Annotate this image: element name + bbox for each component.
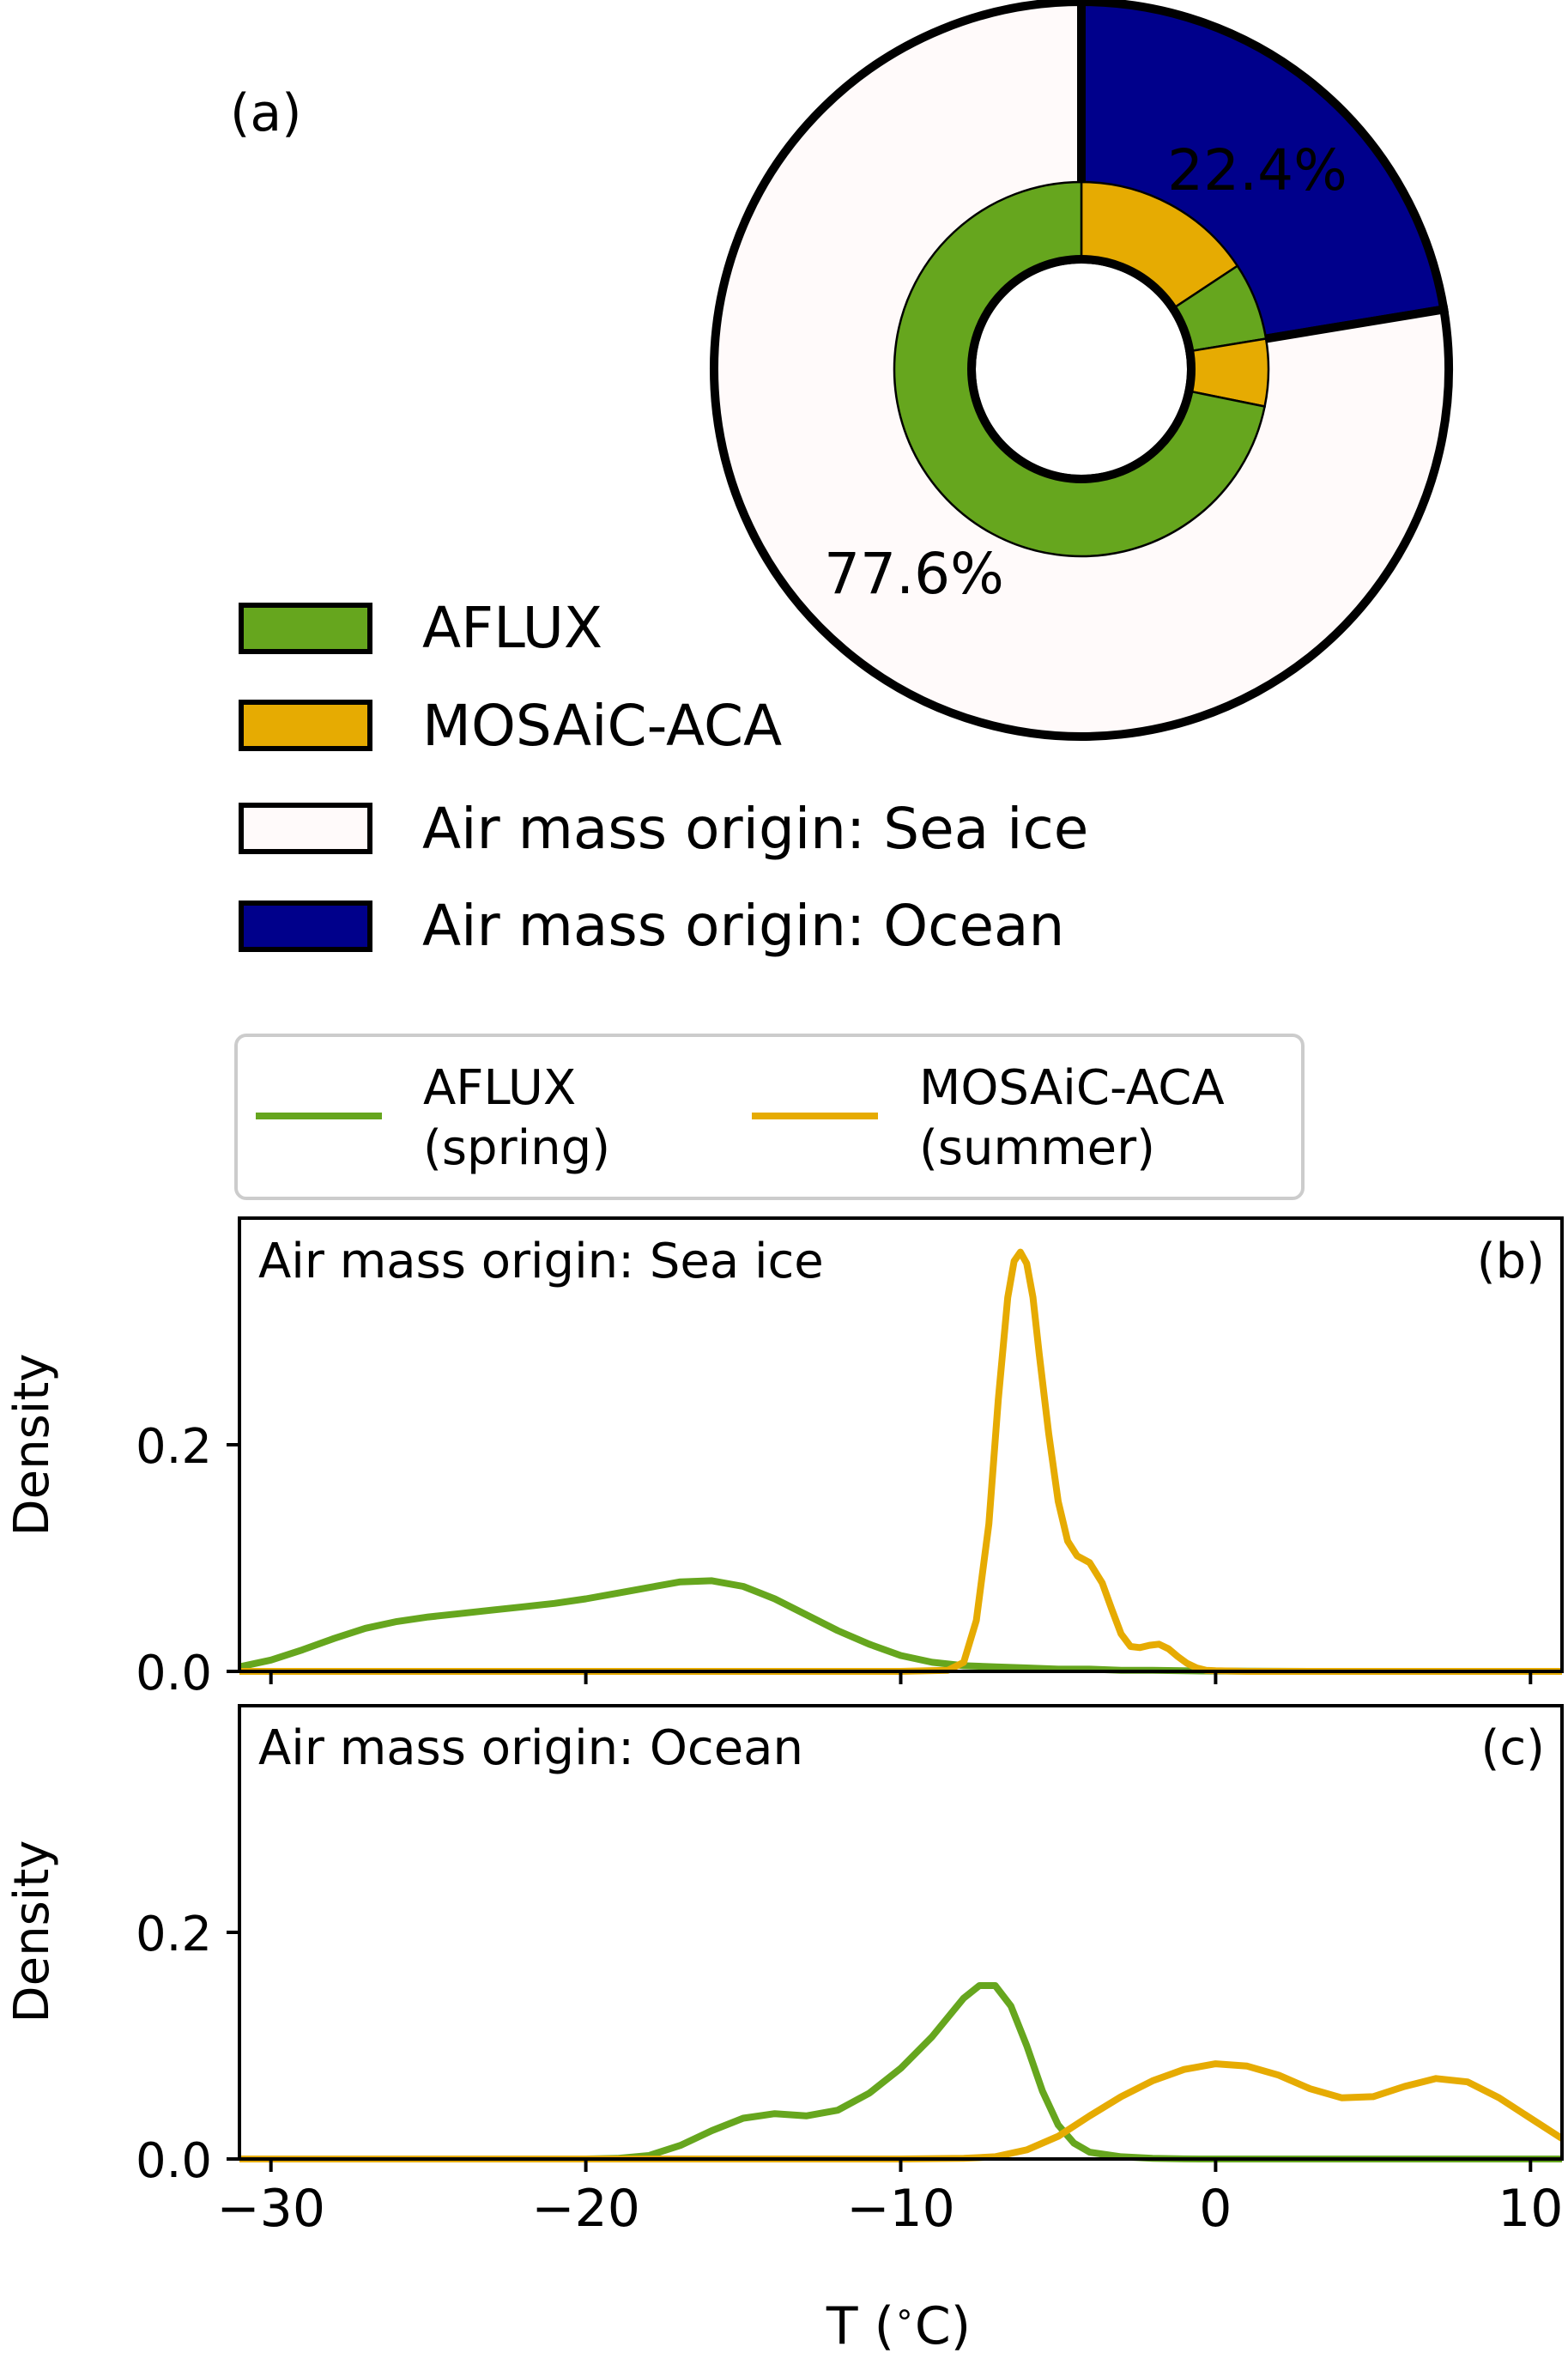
x-axis-label-text: T ( <box>826 2296 894 2356</box>
outer-pct-label-sea-ice: 77.6% <box>824 541 1004 607</box>
legend-swatch-sea-ice <box>239 803 372 854</box>
panel-c-ytick-label-1: 0.2 <box>136 1907 212 1962</box>
panel-b-lines <box>239 1248 1562 1675</box>
panel-b-ylabel: Density <box>4 1354 60 1537</box>
panel-b: 0.0 0.2 Air mass origin: Sea ice (b) Dens… <box>4 1216 1564 1701</box>
outer-pct-label-ocean: 22.4% <box>1167 137 1347 203</box>
panel-c-xticks: −30 −20 −10 0 10 <box>216 2159 1563 2239</box>
panel-c-lines <box>239 1982 1565 2162</box>
x-axis-label-unit: C) <box>915 2296 971 2356</box>
panel-b-yticks: 0.0 0.2 <box>136 1419 239 1701</box>
panel-b-ytick-label-0: 0.0 <box>136 1646 212 1701</box>
xtick-label-2: −10 <box>846 2179 955 2239</box>
pie-legend-item-mosaic: MOSAiC-ACA <box>239 693 782 759</box>
panel-label-b: (b) <box>1477 1234 1545 1289</box>
panel-c-yticks: 0.0 0.2 <box>136 1907 239 2189</box>
xtick-label-0: −30 <box>216 2179 325 2239</box>
donut-outer-ring <box>710 0 1453 741</box>
pie-legend: AFLUX MOSAiC-ACA Air mass origin: Sea ic… <box>239 595 1088 959</box>
xtick-label-4: 10 <box>1498 2179 1563 2239</box>
x-axis-label: T (∘C) <box>826 2295 971 2356</box>
panel-b-title: Air mass origin: Sea ice <box>258 1234 824 1289</box>
legend-label-ocean: Air mass origin: Ocean <box>422 893 1064 959</box>
legend-swatch-aflux <box>239 603 372 654</box>
legend-line-aflux-label-1: AFLUX <box>423 1060 576 1116</box>
panel-c-title: Air mass origin: Ocean <box>258 1720 803 1776</box>
panel-b-xticks <box>269 1671 1533 1684</box>
panel-c-series-0 <box>239 1982 1562 2162</box>
pie-legend-item-sea-ice: Air mass origin: Sea ice <box>239 796 1088 862</box>
legend-line-aflux-label-2: (spring) <box>423 1120 610 1176</box>
xtick-label-3: 0 <box>1199 2179 1232 2239</box>
legend-swatch-ocean <box>239 901 372 952</box>
panel-b-series-1 <box>239 1248 1562 1675</box>
legend-label-mosaic: MOSAiC-ACA <box>422 693 782 759</box>
panel-label-c: (c) <box>1481 1720 1545 1776</box>
line-legend: AFLUX (spring) MOSAiC-ACA (summer) <box>234 1034 1305 1200</box>
panel-label-a: (a) <box>230 83 302 143</box>
panel-c: −30 −20 −10 0 10 0.0 0.2 Air mass origin: Oce… <box>4 1704 1565 2239</box>
donut-chart: (a) 22.4% 77.6% <box>230 0 1453 741</box>
panel-b-ytick-label-1: 0.2 <box>136 1419 212 1475</box>
legend-line-mosaic-label-2: (summer) <box>919 1120 1155 1176</box>
pie-legend-item-aflux: AFLUX <box>239 595 602 661</box>
legend-swatch-mosaic <box>239 700 372 751</box>
donut-inner-ring <box>893 180 1270 558</box>
legend-label-aflux: AFLUX <box>422 595 602 661</box>
xtick-label-1: −20 <box>531 2179 640 2239</box>
x-axis-label-degree: ∘ <box>894 2295 915 2332</box>
panel-c-ylabel: Density <box>4 1841 60 2023</box>
legend-line-mosaic-label-1: MOSAiC-ACA <box>919 1060 1225 1116</box>
legend-label-sea-ice: Air mass origin: Sea ice <box>422 796 1088 862</box>
panel-c-ytick-label-0: 0.0 <box>136 2133 212 2189</box>
panel-c-series-1 <box>239 2060 1565 2162</box>
panel-b-series-0 <box>239 1577 1562 1675</box>
donut-hole-edge <box>967 255 1196 483</box>
pie-legend-item-ocean: Air mass origin: Ocean <box>239 893 1064 959</box>
